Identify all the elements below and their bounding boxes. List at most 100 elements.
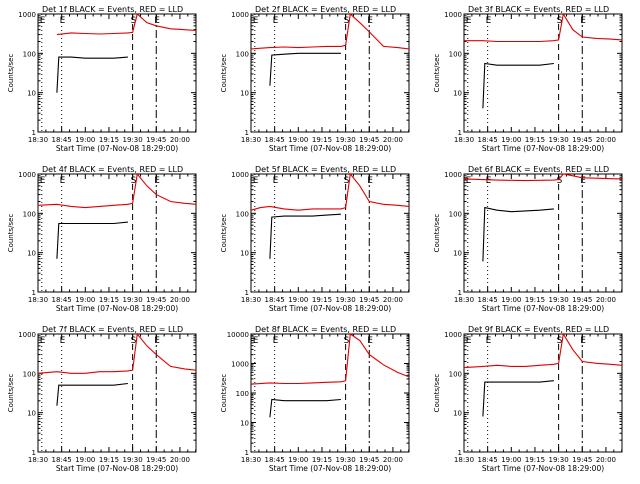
event-marker-label: S [557, 16, 563, 26]
x-tick-label: 18:30 [241, 456, 261, 464]
event-marker-label: E [154, 336, 160, 346]
x-tick-label: 19:15 [99, 456, 119, 464]
x-axis-label: Start Time (07-Nov-08 18:29:00) [269, 464, 391, 473]
x-tick-label: 19:00 [288, 296, 308, 304]
x-tick-label: 20:00 [170, 456, 190, 464]
event-marker-label: E [367, 16, 373, 26]
y-tick-label: 10 [453, 410, 462, 418]
y-tick-label: 10 [240, 90, 249, 98]
chart-panel: Det 9f BLACK = Events, RED = LLD 1 10 100 10… [433, 325, 623, 473]
y-tick-label: 1000 [444, 171, 462, 179]
x-tick-label: 20:00 [383, 296, 403, 304]
x-tick-label: 18:30 [28, 296, 48, 304]
event-marker-label: E [466, 176, 472, 186]
y-tick-label: 1 [32, 289, 36, 297]
x-tick-label: 18:45 [478, 136, 498, 144]
y-tick-label: 1 [32, 449, 36, 457]
x-axis-label: Start Time (07-Nov-08 18:29:00) [56, 304, 178, 313]
y-tick-label: 1 [245, 449, 249, 457]
event-marker-label: E [466, 336, 472, 346]
event-marker-label: S [131, 16, 137, 26]
event-marker-label: E [253, 336, 259, 346]
x-tick-label: 20:00 [596, 456, 616, 464]
event-marker-label: E [253, 16, 259, 26]
x-tick-label: 19:00 [75, 296, 95, 304]
events-series-line [56, 382, 128, 406]
event-marker-label: E [60, 176, 66, 186]
y-tick-label: 1 [245, 129, 249, 137]
y-tick-label: 100 [236, 390, 249, 398]
events-series-line [482, 62, 554, 109]
y-tick-label: 100 [23, 50, 36, 58]
x-tick-label: 20:00 [170, 296, 190, 304]
y-tick-label: 10 [240, 420, 249, 428]
chart-title: Det 9f BLACK = Events, RED = LLD [468, 325, 609, 334]
x-tick-label: 19:00 [288, 136, 308, 144]
x-tick-label: 19:15 [312, 136, 332, 144]
event-marker-label: E [40, 176, 46, 186]
events-series-line [269, 213, 341, 259]
chart-panel: Det 7f BLACK = Events, RED = LLD 1 10 100 10… [7, 325, 197, 473]
event-marker-label: S [344, 176, 350, 186]
event-marker-label: E [486, 16, 492, 26]
y-tick-label: 10 [27, 410, 36, 418]
events-series-line [269, 52, 341, 86]
x-tick-label: 18:30 [28, 136, 48, 144]
x-axis-label: Start Time (07-Nov-08 18:29:00) [482, 464, 604, 473]
x-tick-label: 19:30 [123, 296, 143, 304]
x-tick-label: 19:15 [99, 136, 119, 144]
x-axis-label: Start Time (07-Nov-08 18:29:00) [482, 144, 604, 153]
y-tick-label: 10 [453, 90, 462, 98]
lld-series-line [250, 333, 410, 385]
y-axis-label: Counts/sec [7, 54, 15, 93]
event-marker-label: E [253, 176, 259, 186]
event-marker-label: E [40, 336, 46, 346]
event-marker-label: E [154, 176, 160, 186]
x-tick-label: 19:15 [525, 456, 545, 464]
lld-series-line [250, 12, 410, 50]
x-tick-label: 19:00 [501, 456, 521, 464]
y-tick-label: 100 [236, 210, 249, 218]
event-marker-label: E [60, 16, 66, 26]
y-tick-label: 10 [240, 250, 249, 258]
x-tick-label: 19:45 [572, 456, 592, 464]
x-tick-label: 19:30 [336, 296, 356, 304]
y-tick-label: 1000 [231, 11, 249, 19]
x-tick-label: 19:00 [288, 456, 308, 464]
event-marker-label: E [60, 336, 66, 346]
event-marker-label: E [273, 16, 279, 26]
x-tick-label: 19:45 [572, 136, 592, 144]
y-axis-label: Counts/sec [433, 54, 441, 93]
y-tick-label: 100 [23, 370, 36, 378]
x-axis-label: Start Time (07-Nov-08 18:29:00) [269, 304, 391, 313]
y-tick-label: 100 [449, 210, 462, 218]
x-tick-label: 20:00 [383, 136, 403, 144]
event-marker-label: E [486, 176, 492, 186]
event-marker-label: S [131, 176, 137, 186]
lld-series-line [56, 12, 197, 36]
x-tick-label: 19:00 [501, 296, 521, 304]
chart-panel: Det 5f BLACK = Events, RED = LLD 1 10 100 10… [220, 165, 410, 313]
x-tick-label: 19:45 [146, 296, 166, 304]
y-tick-label: 100 [449, 50, 462, 58]
y-axis-label: Counts/sec [220, 54, 228, 93]
x-tick-label: 18:45 [52, 456, 72, 464]
y-axis-label: Counts/sec [220, 374, 228, 413]
x-tick-label: 19:15 [312, 456, 332, 464]
y-tick-label: 1 [458, 289, 462, 297]
y-axis-label: Counts/sec [7, 214, 15, 253]
event-marker-label: S [557, 176, 563, 186]
chart-title: Det 8f BLACK = Events, RED = LLD [255, 325, 396, 334]
events-series-line [482, 380, 554, 417]
x-axis-label: Start Time (07-Nov-08 18:29:00) [56, 144, 178, 153]
x-tick-label: 18:30 [28, 456, 48, 464]
event-marker-label: E [273, 336, 279, 346]
x-tick-label: 19:15 [99, 296, 119, 304]
x-tick-label: 20:00 [596, 296, 616, 304]
chart-panel: Det 6f BLACK = Events, RED = LLD 1 10 100 10… [433, 165, 623, 313]
y-tick-label: 10 [27, 250, 36, 258]
event-marker-label: E [154, 16, 160, 26]
y-tick-label: 1000 [18, 331, 36, 339]
x-tick-label: 19:15 [525, 136, 545, 144]
x-tick-label: 18:30 [454, 456, 474, 464]
